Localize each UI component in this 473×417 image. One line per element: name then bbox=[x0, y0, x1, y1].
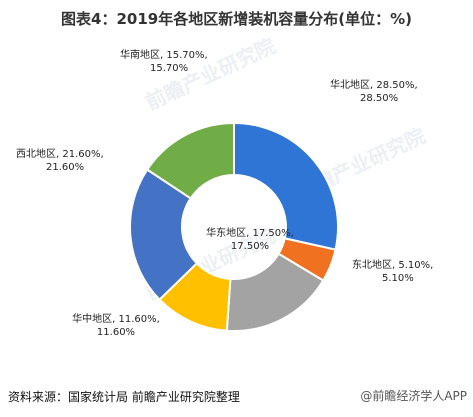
source-note: 资料来源：国家统计局 前瞻产业研究院整理 bbox=[8, 390, 240, 404]
chart-title: 图表4：2019年各地区新增装机容量分布(单位：%) bbox=[61, 10, 412, 28]
donut-slice-1 bbox=[233, 121, 339, 251]
watermark-text: 前瞻产业研究院 bbox=[142, 34, 279, 115]
slice-label-3-line-1: 华东地区, 17.50%, bbox=[206, 226, 294, 239]
donut-slice-5 bbox=[129, 168, 199, 302]
donut-slices bbox=[129, 121, 339, 332]
slice-label-4-line-1: 华中地区, 11.60%, bbox=[72, 312, 160, 325]
donut-slice-6 bbox=[145, 121, 235, 200]
slice-label-6-line-1: 华南地区, 15.70%, bbox=[120, 48, 208, 61]
slice-label-5-line-2: 21.60% bbox=[46, 162, 84, 173]
slice-labels: 华北地区, 28.50%, 28.50% 东北地区, 5.10%, 5.10% 华东地区… bbox=[16, 48, 433, 338]
slice-label-2-line-2: 5.10% bbox=[382, 273, 414, 284]
slice-label-1-line-1: 华北地区, 28.50%, bbox=[330, 78, 418, 91]
slice-label-2-line-1: 东北地区, 5.10%, bbox=[352, 258, 433, 271]
slice-label-4-line-2: 11.60% bbox=[97, 327, 135, 338]
slice-label-5-line-1: 西北地区, 21.60%, bbox=[16, 147, 104, 160]
slice-label-6-line-2: 15.70% bbox=[150, 63, 188, 74]
slice-label-3-line-2: 17.50% bbox=[231, 241, 269, 252]
credit-text: @前瞻经济学人APP bbox=[360, 389, 467, 403]
slice-label-1-line-2: 28.50% bbox=[360, 93, 398, 104]
